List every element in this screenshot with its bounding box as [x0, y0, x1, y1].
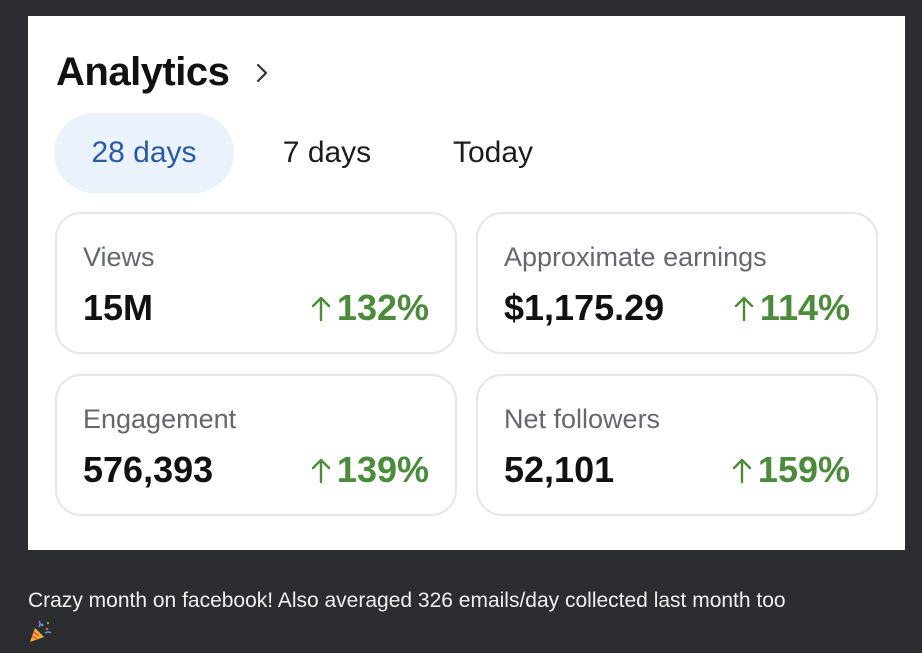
tab-today[interactable]: Today	[452, 136, 534, 169]
page-title: Analytics	[56, 50, 230, 94]
metric-change: 159%	[732, 449, 850, 491]
metric-value: 15M	[83, 287, 154, 328]
metric-change-value: 132%	[336, 287, 429, 328]
metric-label: Net followers	[504, 404, 661, 434]
time-range-tabs: 28 days 7 days Today	[54, 113, 564, 193]
party-popper-icon	[30, 620, 52, 642]
arrow-up-icon	[734, 296, 754, 322]
metric-card-net-followers[interactable]: Net followers 52,101 159%	[476, 374, 878, 516]
metric-change-value: 114%	[759, 287, 850, 328]
metric-value: 52,101	[504, 449, 615, 490]
arrow-up-icon	[311, 458, 331, 484]
analytics-header[interactable]: Analytics	[56, 50, 273, 95]
metric-label: Approximate earnings	[504, 242, 767, 272]
tab-7-days[interactable]: 7 days	[282, 136, 372, 169]
metric-change: 139%	[311, 449, 429, 491]
metric-change: 114%	[734, 287, 850, 329]
post-caption: Crazy month on facebook! Also averaged 3…	[28, 589, 786, 612]
analytics-panel: Analytics 28 days 7 days Today Views 15M…	[28, 16, 905, 550]
arrow-up-icon	[732, 458, 752, 484]
metric-label: Engagement	[83, 404, 237, 434]
tab-28-days[interactable]: 28 days	[54, 113, 234, 193]
metric-card-earnings[interactable]: Approximate earnings $1,175.29 114%	[476, 212, 878, 354]
metric-value: $1,175.29	[504, 287, 665, 328]
chevron-right-icon[interactable]	[251, 53, 273, 93]
arrow-up-icon	[311, 296, 331, 322]
metric-card-engagement[interactable]: Engagement 576,393 139%	[55, 374, 457, 516]
metric-card-views[interactable]: Views 15M 132%	[55, 212, 457, 354]
metric-change-value: 159%	[757, 449, 850, 490]
metric-change-value: 139%	[336, 449, 429, 490]
metric-change: 132%	[311, 287, 429, 329]
metric-value: 576,393	[83, 449, 214, 490]
metric-label: Views	[83, 242, 155, 272]
